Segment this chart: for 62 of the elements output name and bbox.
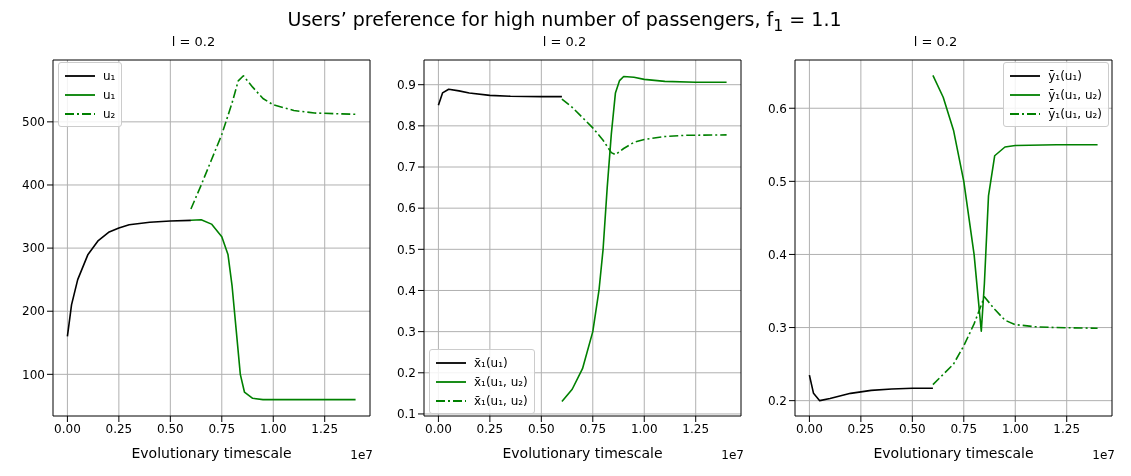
y-tick-label: 0.9	[396, 77, 416, 92]
x-tick-label: 0.00	[796, 421, 823, 436]
y-tick-label: 200	[22, 304, 45, 319]
x-tick-label: 0.75	[950, 421, 978, 436]
x-tick-label: 0.25	[105, 421, 133, 436]
line-series	[437, 88, 563, 107]
line-series	[808, 374, 934, 402]
x-tick-label: 1.25	[1053, 421, 1081, 436]
x-tick-label: 1.00	[630, 421, 658, 436]
x-tick-label: 0.50	[156, 421, 184, 436]
chart-subtitle: l = 0.2	[542, 34, 587, 49]
y-tick-label: 300	[22, 241, 45, 256]
y-tick-label: 0.5	[767, 174, 787, 189]
y-tick-label: 0.2	[396, 366, 416, 381]
x-axis-title: Evolutionary timescale	[502, 445, 663, 461]
y-tick-label: 0.2	[767, 393, 787, 408]
chart-title: l = 0.2	[171, 34, 216, 49]
x-tick-label: 0.75	[208, 421, 236, 436]
x-tick-label: 0.25	[476, 421, 504, 436]
chart-title: Users’ preference for high number of passengers, f$_{1}$ = 1.1	[287, 8, 842, 35]
y-tick-label: 0.8	[396, 119, 416, 134]
x-axis-title: Evolutionary timescale	[873, 445, 1034, 461]
y-tick-label: 0.4	[767, 247, 787, 262]
legend-label: x̄₁(u₁, u₂)	[474, 393, 528, 408]
y-tick-label: 100	[22, 367, 45, 382]
legend-label: u₁	[103, 68, 116, 83]
legend-label: x̄₁(u₁)	[474, 355, 508, 370]
legend-label: u₂	[103, 106, 116, 121]
legend-label: x̄₁(u₁, u₂)	[474, 374, 528, 389]
x-tick-label: 1.25	[682, 421, 710, 436]
x-tick-label: 0.50	[898, 421, 926, 436]
x-tick-label: 0.00	[425, 421, 452, 436]
y-tick-label: 0.7	[396, 160, 416, 175]
y-tick-label: 0.6	[396, 201, 416, 216]
y-tick-label: 0.3	[396, 324, 416, 339]
line-series	[66, 219, 192, 338]
legend-label: ȳ₁(u₁)	[1048, 68, 1082, 83]
x-axis-title: Evolutionary timescale	[131, 445, 292, 461]
legend-label: u₁	[103, 87, 116, 102]
text: 1e7	[1092, 448, 1115, 462]
y-tick-label: 0.5	[396, 242, 416, 257]
line-series	[190, 74, 357, 210]
x-tick-label: 1.00	[259, 421, 287, 436]
x-tick-label: 0.25	[847, 421, 875, 436]
line-series	[190, 218, 357, 401]
x-tick-label: 0.00	[54, 421, 81, 436]
legend-label: ȳ₁(u₁, u₂)	[1048, 87, 1102, 102]
y-tick-label: 0.6	[767, 101, 787, 116]
x-tick-label: 1.00	[1001, 421, 1029, 436]
y-tick-label: 0.3	[767, 320, 787, 335]
y-tick-label: 500	[22, 115, 45, 130]
chart-title: l = 0.2	[913, 34, 958, 49]
x-tick-label: 1.25	[311, 421, 339, 436]
y-tick-label: 0.1	[396, 407, 416, 422]
line-series	[561, 75, 728, 403]
text: 1e7	[350, 448, 373, 462]
x-tick-label: 0.50	[527, 421, 555, 436]
text: 1e7	[721, 448, 744, 462]
y-tick-label: 0.4	[396, 283, 416, 298]
y-tick-label: 400	[22, 178, 45, 193]
x-tick-label: 0.75	[579, 421, 607, 436]
legend-label: ȳ₁(u₁, u₂)	[1048, 106, 1102, 121]
